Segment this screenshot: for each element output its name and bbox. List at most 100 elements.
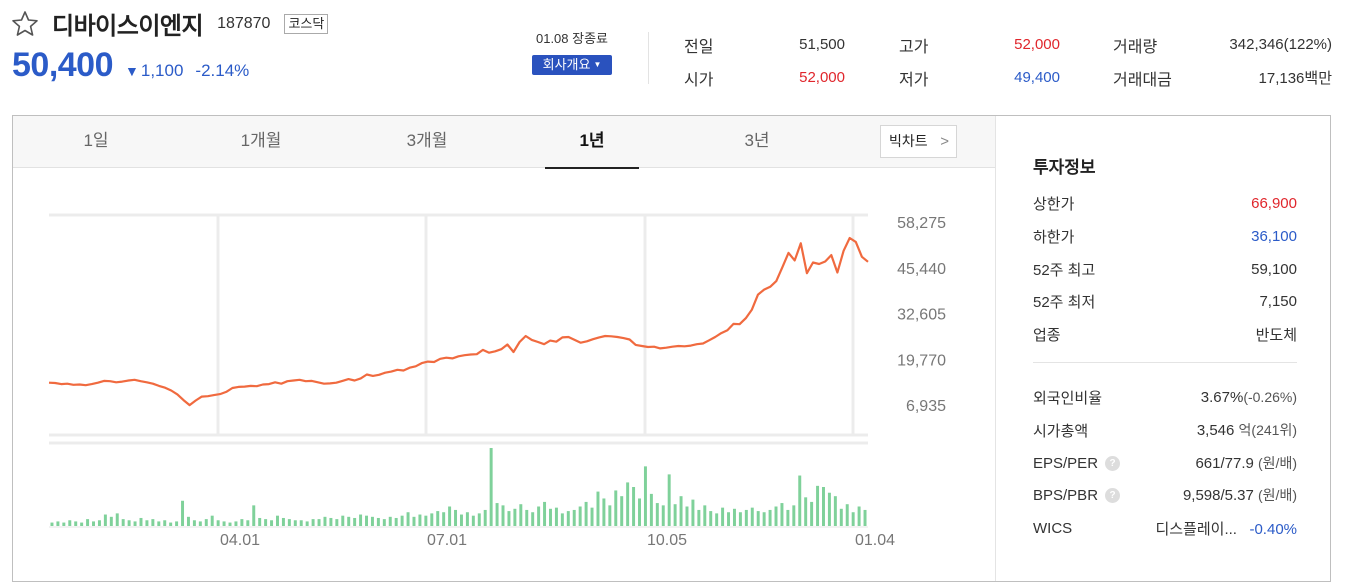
current-price: 50,400 — [12, 46, 114, 84]
volume-bar — [74, 521, 78, 526]
stock-code: 187870 — [217, 14, 271, 32]
volume-bar — [376, 517, 380, 526]
volume-bar — [323, 516, 327, 526]
stock-title-row: 디바이스이엔지 187870 코스닥 — [10, 6, 329, 41]
volume-bar — [507, 511, 511, 526]
volume-bar — [394, 517, 398, 526]
volume-bar — [839, 508, 843, 526]
volume-bar — [406, 512, 410, 526]
info-sub: (-0.26%) — [1243, 388, 1297, 405]
volume-bar — [276, 515, 279, 526]
info-label: 외국인비율 — [1033, 389, 1103, 407]
tab-3month[interactable]: 3개월 — [406, 131, 448, 150]
help-icon[interactable]: ? — [1105, 487, 1121, 503]
help-icon[interactable]: ? — [1105, 455, 1121, 471]
volume-bar — [222, 521, 226, 526]
big-chart-label: 빅차트 — [889, 133, 928, 149]
volume-bar — [109, 516, 113, 526]
info-value[interactable]: 반도체 — [1255, 326, 1297, 344]
stock-name[interactable]: 디바이스이엔지 — [52, 13, 204, 40]
volume-bar — [572, 509, 576, 526]
summary-high: 고가 52,000 — [899, 28, 1060, 61]
volume-bar — [365, 515, 368, 526]
tab-1month[interactable]: 1개월 — [240, 131, 282, 150]
volume-bar — [216, 520, 220, 526]
info-row-lower-limit: 하한가 36,100 — [1033, 226, 1297, 246]
volume-bar — [97, 520, 101, 526]
tab-3year[interactable]: 3년 — [744, 131, 770, 150]
summary-label: 거래대금 — [1113, 71, 1172, 89]
volume-bar — [448, 506, 452, 526]
chevron-right-icon: > — [940, 133, 949, 150]
volume-bar — [715, 513, 719, 526]
volume-bar — [786, 509, 790, 526]
summary-label: 시가 — [684, 71, 714, 89]
volume-bar — [816, 485, 820, 526]
status-date: 01.08 장종료 — [535, 31, 609, 46]
volume-bar — [465, 512, 469, 526]
volume-bar — [566, 511, 570, 526]
down-arrow-icon: ▼ — [125, 63, 139, 79]
change-amount: 1,100 — [140, 61, 184, 80]
summary-value: 49,400 — [1014, 69, 1060, 86]
volume-bar — [697, 509, 701, 526]
y-tick-label: 6,935 — [906, 398, 946, 415]
tab-1year[interactable]: 1년 — [545, 116, 639, 169]
volume-bar — [667, 474, 671, 526]
info-title: 투자정보 — [1033, 158, 1096, 177]
info-value[interactable]: 디스플레이... — [1155, 520, 1237, 538]
summary-value: 52,000 — [799, 69, 845, 86]
volume-bar — [121, 519, 125, 526]
volume-bar — [50, 522, 54, 526]
summary-value: 17,136백만 — [1258, 70, 1332, 87]
volume-bar — [804, 497, 808, 526]
volume-bar — [388, 516, 392, 526]
volume-bar — [489, 448, 493, 526]
summary-col-3: 거래량 342,346(122%) 거래대금 17,136백만 — [1113, 28, 1332, 94]
volume-bar — [228, 522, 232, 526]
summary-label: 저가 — [899, 71, 929, 89]
volume-bar — [175, 521, 179, 526]
volume-bar — [68, 520, 72, 526]
volume-bar — [157, 521, 161, 526]
volume-bar — [810, 501, 814, 526]
company-overview-label: 회사개요 — [542, 57, 591, 72]
volume-bar — [430, 513, 434, 526]
market-badge: 코스닥 — [284, 13, 329, 34]
volume-bar — [370, 516, 374, 526]
info-row-bps-pbr: BPS/PBR? 9,598/5.37 (원/배) — [1033, 485, 1297, 505]
info-value: 7,150 — [1259, 292, 1297, 310]
y-tick-label: 58,275 — [897, 215, 946, 232]
big-chart-button[interactable]: 빅차트 > — [880, 125, 957, 158]
volume-bar — [80, 522, 84, 526]
info-divider — [1033, 362, 1297, 363]
company-overview-button[interactable]: 회사개요 ▼ — [532, 55, 612, 75]
summary-trade-value: 거래대금 17,136백만 — [1113, 61, 1332, 94]
summary-volume: 거래량 342,346(122%) — [1113, 28, 1332, 61]
volume-bar — [270, 520, 274, 526]
info-sub: 억(241위) — [1238, 422, 1297, 438]
info-row-wics: WICS 디스플레이... -0.40% — [1033, 518, 1297, 538]
favorite-star-icon[interactable] — [10, 9, 40, 39]
info-label: 하한가 — [1033, 228, 1075, 246]
volume-bar — [549, 508, 552, 526]
volume-bar — [281, 517, 285, 526]
volume-bar — [537, 506, 541, 526]
volume-bar — [685, 506, 689, 526]
volume-bar — [62, 522, 66, 526]
volume-bar — [608, 505, 612, 526]
volume-bar — [543, 501, 547, 526]
info-value: 59,100 — [1251, 260, 1297, 278]
y-tick-label: 45,440 — [897, 261, 946, 278]
info-label: WICS — [1033, 519, 1073, 537]
volume-bar — [252, 505, 256, 526]
tab-1day[interactable]: 1일 — [83, 131, 109, 150]
volume-bar — [311, 519, 315, 526]
volume-bar — [596, 491, 600, 526]
volume-bar — [756, 511, 760, 526]
volume-bar — [845, 504, 849, 526]
info-value: 66,900 — [1251, 194, 1297, 212]
volume-bar — [584, 501, 588, 526]
volume-bar — [483, 509, 487, 526]
volume-bar — [169, 522, 173, 526]
